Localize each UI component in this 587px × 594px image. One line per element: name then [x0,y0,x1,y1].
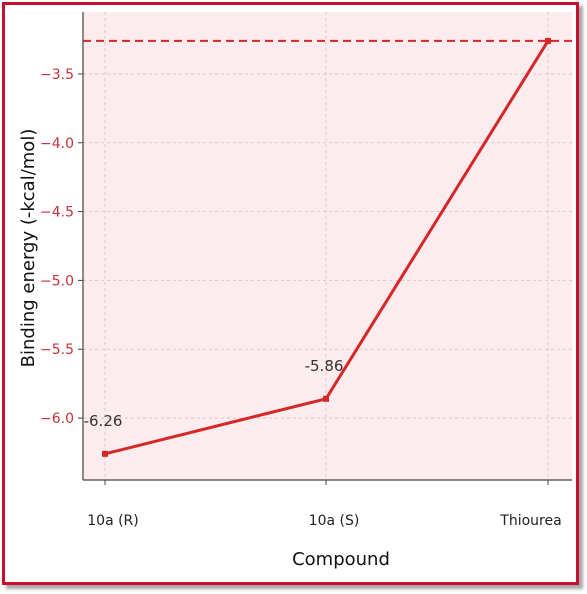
data-point [102,450,108,457]
y-tick-label: −3.5 [40,67,74,83]
data-points [102,37,551,457]
data-label: -6.26 [84,412,123,430]
y-axis-ticks: −6.0 −5.5 −5.0 −4.5 −4.0 −3.5 [40,67,83,427]
x-tick-label: 10a (R) [87,513,139,529]
x-axis-ticks: 10a (R) 10a (S) Thiourea [87,480,562,529]
data-label: -5.86 [305,357,344,375]
y-tick-label: −4.0 [40,136,74,152]
y-axis-label: Binding energy (-kcal/mol) [18,129,39,368]
data-labels: -6.26 -5.86 [84,357,344,430]
y-tick-label: −5.0 [40,273,74,289]
plot-area [83,12,572,480]
data-point [545,37,551,44]
y-tick-label: −6.0 [40,411,74,427]
x-axis-label: Compound [292,549,390,570]
y-tick-label: −5.5 [40,342,74,358]
data-point [323,395,329,402]
y-tick-label: −4.5 [40,205,74,221]
x-tick-label: Thiourea [499,513,561,529]
x-tick-label: 10a (S) [309,513,360,529]
grid [83,12,572,480]
